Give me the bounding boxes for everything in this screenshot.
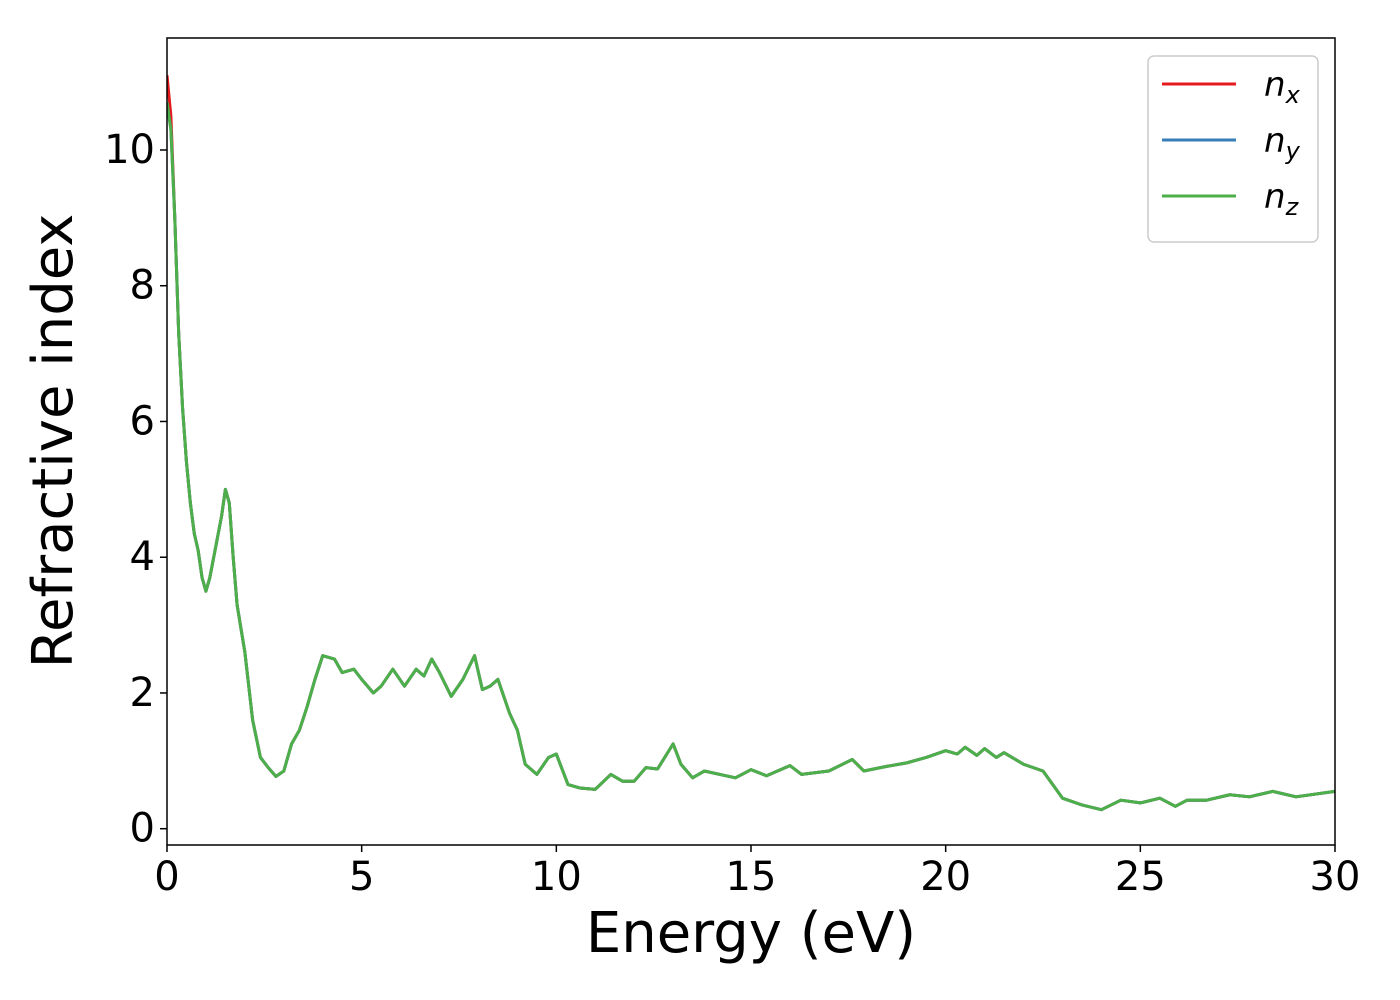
x-tick-label: 30 xyxy=(1310,854,1361,900)
legend-label: nx xyxy=(1264,65,1301,110)
y-tick-label: 4 xyxy=(130,534,155,580)
series-line xyxy=(167,102,1335,812)
x-tick-label: 10 xyxy=(531,854,582,900)
x-tick-label: 0 xyxy=(154,854,179,900)
y-axis-label: Refractive index xyxy=(21,214,86,669)
x-axis-label: Energy (eV) xyxy=(586,901,916,966)
x-tick-label: 20 xyxy=(920,854,971,900)
x-tick-label: 15 xyxy=(726,854,777,900)
y-tick-label: 8 xyxy=(130,263,155,309)
legend-label: ny xyxy=(1264,121,1301,166)
x-tick-label: 5 xyxy=(349,854,374,900)
legend-label: nz xyxy=(1264,177,1300,222)
y-tick-label: 10 xyxy=(104,127,155,173)
x-tick-label: 25 xyxy=(1115,854,1166,900)
y-tick-label: 2 xyxy=(130,670,155,716)
plot-frame xyxy=(166,37,1336,846)
y-tick-label: 6 xyxy=(130,398,155,444)
y-tick-label: 0 xyxy=(130,806,155,852)
